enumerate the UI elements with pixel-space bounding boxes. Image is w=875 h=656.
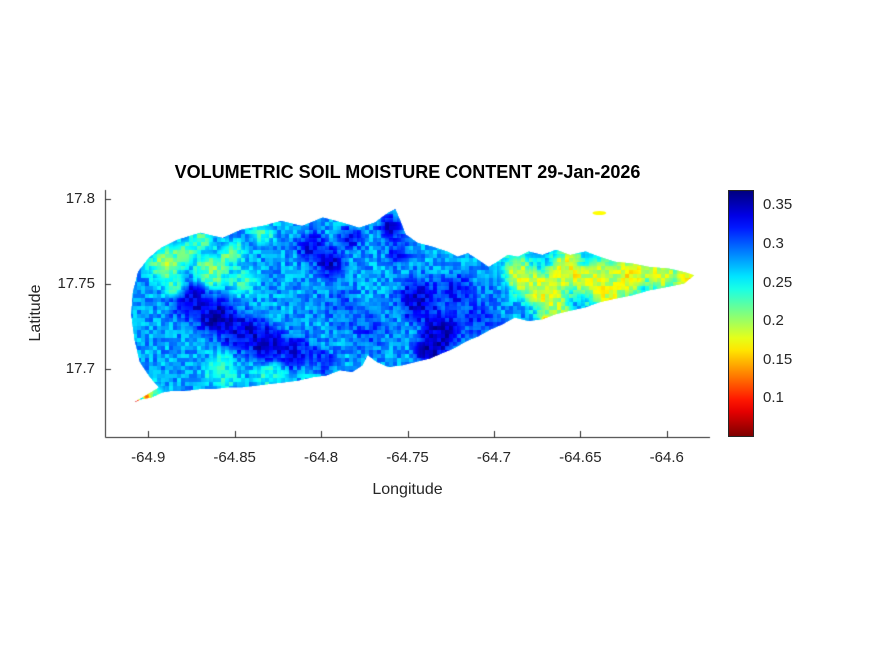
x-tick-label: -64.7 <box>476 449 512 466</box>
colorbar-tick-label: 0.35 <box>763 196 793 214</box>
x-tick-label: -64.75 <box>386 449 429 466</box>
y-axis-label: Latitude <box>27 284 44 342</box>
colorbar <box>728 190 754 437</box>
chart-title: VOLUMETRIC SOIL MOISTURE CONTENT 29-Jan-… <box>174 162 641 182</box>
y-tick-label: 17.7 <box>65 359 95 377</box>
colorbar-tick-label: 0.1 <box>763 389 784 407</box>
y-tick-label: 17.75 <box>57 274 95 292</box>
colorbar-tick-label: 0.25 <box>763 273 793 291</box>
x-tick-label: -64.85 <box>213 449 256 466</box>
colorbar-tick-label: 0.15 <box>763 350 793 368</box>
colorbar-tick-label: 0.3 <box>763 235 784 253</box>
x-tick-label: -64.9 <box>131 449 166 466</box>
x-tick-label: -64.65 <box>559 449 602 466</box>
x-axis-label: Longitude <box>372 481 443 498</box>
x-tick-label: -64.6 <box>649 449 684 466</box>
y-tick-label: 17.8 <box>65 189 95 207</box>
colorbar-tick-label: 0.2 <box>763 312 784 330</box>
x-tick-label: -64.8 <box>303 449 339 466</box>
